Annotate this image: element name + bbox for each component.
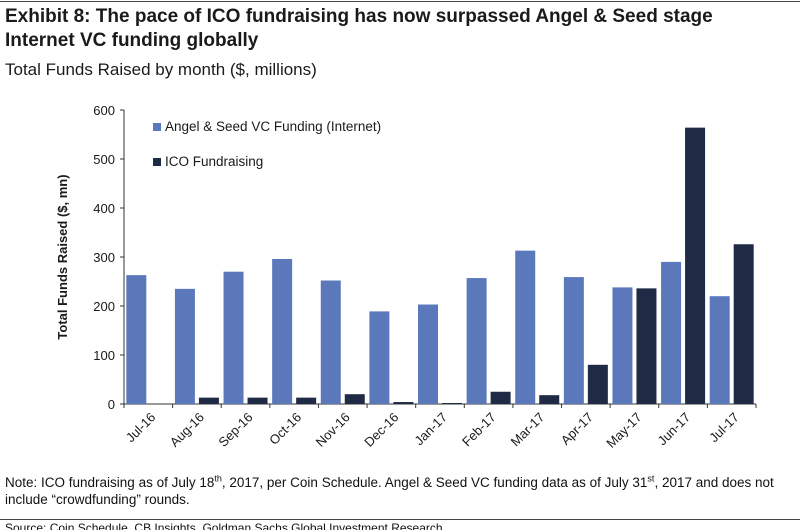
bar-angel-seed <box>515 250 536 404</box>
bar-angel-seed <box>369 311 390 404</box>
x-tick-label: Jun-17 <box>654 410 693 449</box>
bar-ico <box>685 127 706 404</box>
bar-angel-seed <box>466 278 487 404</box>
x-tick-label: Mar-17 <box>508 410 548 450</box>
x-tick-label: Jan-17 <box>411 410 450 449</box>
chart-subtitle: Total Funds Raised by month ($, millions… <box>5 60 317 79</box>
bar-angel-seed <box>612 287 633 404</box>
note-sup-1: th <box>214 473 222 484</box>
note-text-3: , 2017 and does not include “crowdfundin… <box>5 475 774 507</box>
bar-angel-seed <box>272 258 293 404</box>
y-tick-label: 400 <box>93 201 115 216</box>
bar-ico <box>539 395 560 404</box>
legend-swatch-angel-seed <box>153 123 161 131</box>
x-tick-label: Oct-16 <box>266 410 304 448</box>
x-tick-label: Jul-17 <box>706 410 742 446</box>
note-sup-2: st <box>647 473 655 484</box>
bar-angel-seed <box>418 304 438 404</box>
exhibit-title: Exhibit 8: The pace of ICO fundraising h… <box>5 6 713 51</box>
y-tick-label: 100 <box>93 348 115 363</box>
x-tick-label: Aug-16 <box>167 410 207 450</box>
source-line: Source: Coin Schedule, CB Insights, Gold… <box>5 521 446 530</box>
bar-ico <box>587 364 608 404</box>
bar-ico <box>344 394 365 404</box>
legend-swatch-ico <box>153 158 161 166</box>
x-tick-label: Nov-16 <box>313 410 353 450</box>
bar-ico <box>733 244 754 404</box>
bar-angel-seed <box>174 288 195 404</box>
bar-ico <box>393 402 414 404</box>
bar-ico <box>636 288 657 404</box>
y-tick-label: 600 <box>93 103 115 118</box>
x-tick-label: Sep-16 <box>215 410 255 450</box>
y-tick-label: 0 <box>108 397 115 412</box>
bar-chart: 0 100 200 300 400 500 600 Total Funds Raised ($… <box>55 103 757 451</box>
note-text-2: , 2017, per Coin Schedule. Angel & Seed … <box>221 475 648 490</box>
bar-angel-seed <box>126 275 147 404</box>
x-tick-label: May-17 <box>603 410 644 451</box>
bar-angel-seed <box>223 271 244 404</box>
bar-ico <box>198 397 219 404</box>
bottom-rule <box>0 519 800 520</box>
bar-angel-seed <box>320 280 341 404</box>
bar-ico <box>442 403 462 404</box>
x-tick-label: Jul-16 <box>123 410 159 446</box>
y-axis-title: Total Funds Raised ($, mn) <box>55 174 70 339</box>
y-tick-label: 200 <box>93 299 115 314</box>
chart-note: Note: ICO fundraising as of July 18th, 2… <box>5 474 795 508</box>
y-tick-label: 300 <box>93 250 115 265</box>
bar-angel-seed <box>661 261 682 404</box>
bar-angel-seed <box>709 296 730 404</box>
legend-label-angel-seed: Angel & Seed VC Funding (Internet) <box>165 119 381 134</box>
x-tick-label: Apr-17 <box>558 410 596 448</box>
top-rule <box>0 1 800 2</box>
bar-ico <box>247 397 268 404</box>
x-tick-label: Feb-17 <box>459 410 499 450</box>
bar-ico <box>490 391 511 404</box>
note-text-1: Note: ICO fundraising as of July 18 <box>5 475 215 490</box>
bar-angel-seed <box>563 277 584 404</box>
y-tick-label: 500 <box>93 152 115 167</box>
bar-ico <box>296 397 317 404</box>
x-tick-label: Dec-16 <box>361 410 401 450</box>
legend-label-ico: ICO Fundraising <box>165 154 263 169</box>
